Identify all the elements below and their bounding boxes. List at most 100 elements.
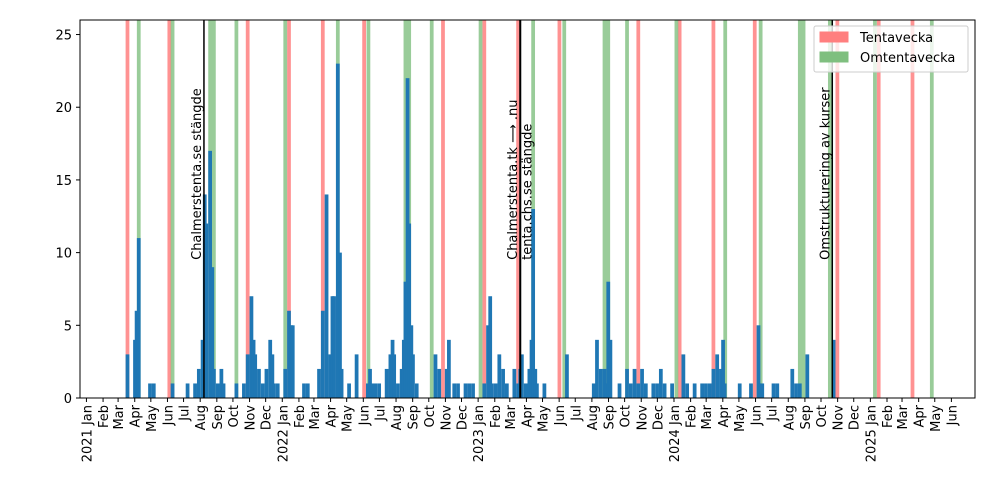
x-tick-label-2021-03-01: Mar xyxy=(112,404,127,429)
bar-2022-10-31 xyxy=(444,368,449,398)
bar-2022-02-07 xyxy=(302,383,306,398)
bar-2024-09-02 xyxy=(805,354,810,398)
omtentavecka-band-17 xyxy=(797,20,806,398)
bar-2022-08-22 xyxy=(407,223,412,398)
bar-2021-03-15 xyxy=(125,354,130,398)
bar-2022-07-11 xyxy=(384,368,389,398)
bar-2021-12-06 xyxy=(268,339,273,398)
bar-2022-05-02 xyxy=(347,383,351,398)
tentavecka-band-11 xyxy=(677,20,682,398)
bar-2021-08-02 xyxy=(200,339,205,398)
x-tick-label-2021-10-01: Oct xyxy=(227,405,242,427)
y-tick-label-15: 15 xyxy=(55,174,72,189)
bar-2021-11-29 xyxy=(264,368,269,398)
x-tick-label-2021-07-01: Jul xyxy=(178,405,193,422)
omtentavecka-band-4 xyxy=(283,20,288,398)
bar-2023-08-07 xyxy=(595,339,599,398)
omtentavecka-band-8 xyxy=(429,20,434,398)
bar-2022-09-05 xyxy=(414,383,419,398)
bar-2023-12-11 xyxy=(662,383,667,398)
x-tick-label-2024-11-01: Nov xyxy=(832,405,847,431)
bar-2024-08-19 xyxy=(797,383,802,398)
bar-2024-02-05 xyxy=(692,383,697,398)
x-tick-label-2021-02-01: Feb xyxy=(97,405,112,428)
omtentavecka-band-9 xyxy=(478,20,483,398)
tentavecka-band-7 xyxy=(482,20,487,398)
bar-2023-03-13 xyxy=(516,383,520,398)
y-tick-label-0: 0 xyxy=(64,392,72,407)
tentavecka-band-6 xyxy=(441,20,445,398)
bar-2022-12-12 xyxy=(467,383,472,398)
omtentavecka-band-1 xyxy=(170,20,175,398)
bar-2022-04-11 xyxy=(335,63,340,398)
tentavecka-band-1 xyxy=(167,20,172,398)
x-tick-label-2023-01-01: 2023 Jan xyxy=(472,405,487,462)
bar-2023-10-23 xyxy=(636,383,641,398)
event-markers: Chalmerstenta.se stängde Chalmerstenta.tk… xyxy=(190,20,833,398)
x-tick-label-2022-07-01: Jul xyxy=(373,405,388,422)
bar-2023-08-21 xyxy=(602,368,607,398)
bar-2023-01-09 xyxy=(482,383,487,398)
x-tick-label-2023-03-01: Mar xyxy=(504,404,519,429)
x-tick-label-2021-01-01: 2021 Jan xyxy=(80,405,95,462)
x-tick-label-2025-01-01: 2025 Jan xyxy=(864,405,879,462)
tentavecka-band-10 xyxy=(636,20,641,398)
event-label-0: Chalmerstenta.se stängde xyxy=(190,88,205,260)
x-tick-label-2021-05-01: May xyxy=(145,405,160,432)
bar-2023-10-16 xyxy=(632,368,637,398)
bar-2021-11-15 xyxy=(257,368,261,398)
bar-2022-04-18 xyxy=(339,368,344,398)
bar-2023-10-02 xyxy=(625,368,629,398)
bar-2024-05-20 xyxy=(749,383,753,398)
bar-2024-03-11 xyxy=(711,368,716,398)
bar-2021-11-01 xyxy=(249,296,254,398)
x-tick-label-2021-06-01: Jun xyxy=(161,405,176,426)
x-tick-label-2022-08-01: Aug xyxy=(390,405,405,430)
bar-2022-08-01 xyxy=(396,383,400,398)
bar-2024-08-05 xyxy=(790,368,795,398)
bar-2024-08-12 xyxy=(794,383,798,398)
x-tick-label-2024-12-01: Dec xyxy=(848,405,863,430)
bar-2024-06-03 xyxy=(756,325,761,398)
legend-label-tentavecka: Tentavecka xyxy=(859,31,933,46)
x-tick-label-2025-05-01: May xyxy=(929,405,944,432)
bar-2021-04-26 xyxy=(148,383,152,398)
x-tick-label-2024-01-01: 2024 Jan xyxy=(668,405,683,462)
bar-2023-04-03 xyxy=(527,368,532,398)
x-tick-label-2021-11-01: Nov xyxy=(244,405,259,431)
x-tick-label-2021-12-01: Dec xyxy=(260,405,275,430)
x-tick-label-2024-04-01: Apr xyxy=(717,404,732,427)
bar-2022-03-14 xyxy=(320,310,325,398)
x-tick-label-2023-10-01: Oct xyxy=(619,405,634,427)
x-tick-label-2024-06-01: Jun xyxy=(750,405,765,426)
bar-2023-01-20 xyxy=(488,296,493,398)
legend-swatch-tentavecka xyxy=(819,31,849,43)
x-tick-label-2022-09-01: Sep xyxy=(407,405,422,430)
tentavecka-band-0 xyxy=(125,20,130,398)
x-tick-label-2023-11-01: Nov xyxy=(635,405,650,431)
omtentavecka-band-13 xyxy=(625,20,629,398)
bar-2021-08-09 xyxy=(204,223,209,398)
bar-2021-10-25 xyxy=(245,354,250,398)
x-tick-label-2021-04-01: Apr xyxy=(129,404,144,427)
bar-2021-12-20 xyxy=(275,383,280,398)
tentavecka-band-5 xyxy=(362,20,366,398)
bar-2023-09-18 xyxy=(617,383,622,398)
bar-2022-02-14 xyxy=(305,383,310,398)
bar-2024-03-18 xyxy=(715,354,720,398)
legend-swatch-omtentavecka xyxy=(819,51,849,63)
x-tick-label-2024-03-01: Mar xyxy=(700,404,715,429)
bar-2024-03-29 xyxy=(721,339,725,398)
bar-2023-11-27 xyxy=(655,383,659,398)
bar-2024-03-04 xyxy=(707,383,712,398)
bar-2021-06-07 xyxy=(170,383,175,398)
omtentavecka-band-3 xyxy=(234,20,239,398)
legend-box xyxy=(813,25,969,73)
y-tick-label-5: 5 xyxy=(64,319,72,334)
x-tick-label-2023-08-01: Aug xyxy=(586,405,601,430)
bar-2023-10-30 xyxy=(640,368,644,398)
bar-2024-01-22 xyxy=(685,383,690,398)
bar-2023-06-12 xyxy=(565,354,569,398)
